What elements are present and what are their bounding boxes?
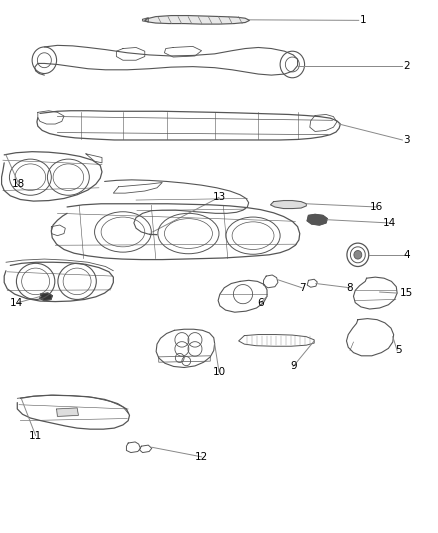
Text: 13: 13 xyxy=(212,192,226,203)
Ellipse shape xyxy=(354,251,362,259)
Text: 9: 9 xyxy=(290,361,297,372)
Text: 14: 14 xyxy=(383,218,396,228)
Text: 8: 8 xyxy=(346,283,353,293)
Text: 10: 10 xyxy=(212,367,226,377)
Text: 3: 3 xyxy=(403,135,410,145)
Polygon shape xyxy=(145,15,250,24)
Text: 7: 7 xyxy=(299,283,305,293)
Polygon shape xyxy=(143,18,148,22)
Text: 6: 6 xyxy=(258,297,264,308)
Polygon shape xyxy=(271,200,306,208)
Text: 5: 5 xyxy=(395,345,401,356)
Text: 12: 12 xyxy=(195,452,208,462)
Polygon shape xyxy=(57,408,78,416)
Polygon shape xyxy=(40,293,52,301)
Text: 4: 4 xyxy=(403,250,410,260)
Text: 14: 14 xyxy=(9,297,23,308)
Text: 11: 11 xyxy=(29,431,42,441)
Text: 18: 18 xyxy=(11,179,25,189)
Polygon shape xyxy=(307,214,327,225)
Text: 2: 2 xyxy=(403,61,410,70)
Text: 16: 16 xyxy=(370,202,383,212)
Text: 15: 15 xyxy=(400,288,413,298)
Text: 1: 1 xyxy=(360,15,367,26)
